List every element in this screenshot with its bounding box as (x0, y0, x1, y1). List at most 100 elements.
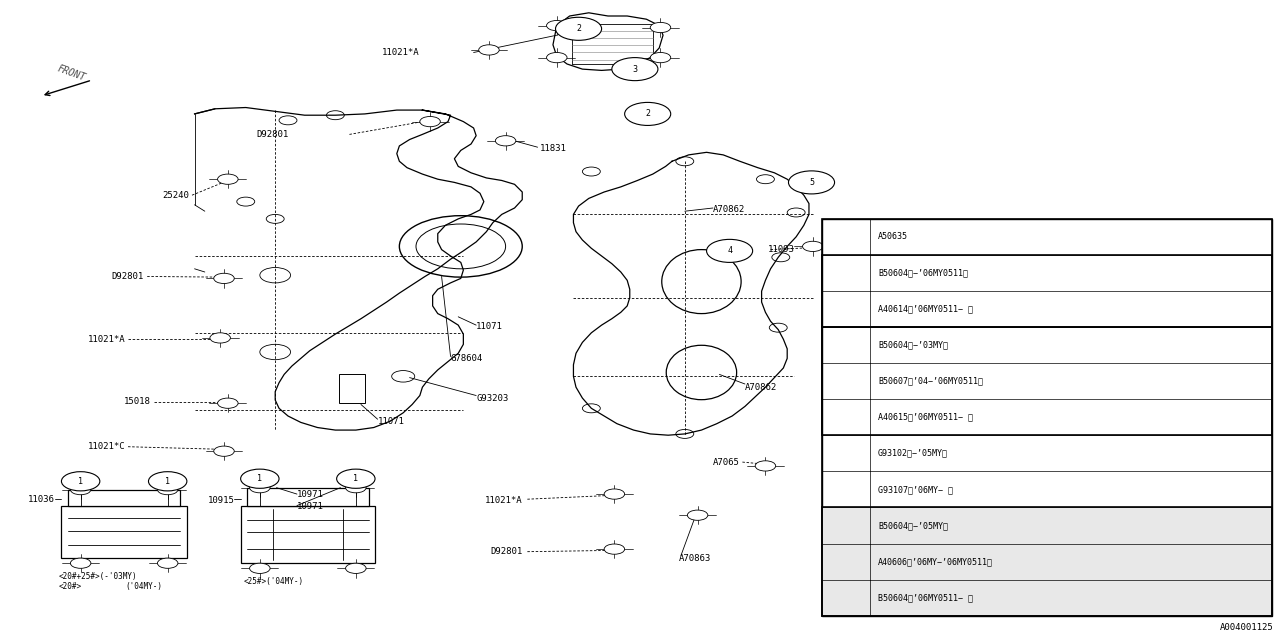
Text: A70862: A70862 (745, 383, 777, 392)
Text: G93102（−’05MY）: G93102（−’05MY） (878, 449, 948, 458)
Text: 2: 2 (844, 305, 849, 314)
Circle shape (687, 510, 708, 520)
Text: 11036: 11036 (28, 495, 55, 504)
Text: <25#>('04MY-): <25#>('04MY-) (243, 577, 303, 586)
Text: D92801: D92801 (256, 130, 288, 139)
Text: B50604（−’06MY0511）: B50604（−’06MY0511） (878, 269, 968, 278)
Circle shape (829, 301, 863, 317)
Text: 10971: 10971 (297, 490, 324, 499)
Circle shape (829, 553, 863, 570)
Text: G93107（’06MY− ）: G93107（’06MY− ） (878, 485, 954, 494)
Bar (822, 219, 1272, 616)
Bar (822, 327, 1272, 435)
Circle shape (547, 52, 567, 63)
Circle shape (218, 398, 238, 408)
Circle shape (420, 116, 440, 127)
Text: 11831: 11831 (540, 144, 567, 153)
Text: 15018: 15018 (124, 397, 151, 406)
Text: 5: 5 (844, 557, 849, 566)
Text: 4: 4 (844, 449, 849, 458)
Text: FRONT: FRONT (56, 64, 87, 83)
Circle shape (70, 558, 91, 568)
Circle shape (241, 469, 279, 488)
Text: B50604（’06MY0511− ）: B50604（’06MY0511− ） (878, 593, 973, 602)
Text: A70862: A70862 (713, 205, 745, 214)
Circle shape (829, 228, 863, 245)
Text: 1: 1 (844, 232, 849, 241)
Circle shape (755, 461, 776, 471)
Bar (822, 508, 1272, 543)
Text: B50607（’04−’06MY0511）: B50607（’04−’06MY0511） (878, 377, 983, 386)
Text: 1: 1 (78, 477, 83, 486)
Circle shape (650, 22, 671, 33)
Circle shape (829, 445, 863, 461)
Text: 10915: 10915 (207, 496, 234, 505)
Text: A004001125: A004001125 (1220, 623, 1274, 632)
Circle shape (829, 373, 863, 390)
Text: 2: 2 (576, 24, 581, 33)
Text: 1: 1 (257, 474, 262, 483)
Text: 11071: 11071 (476, 322, 503, 331)
Text: A50635: A50635 (878, 232, 908, 241)
Text: 25240: 25240 (163, 191, 189, 200)
Bar (822, 255, 1272, 327)
Bar (822, 543, 1272, 580)
Text: 11021*A: 11021*A (88, 335, 125, 344)
Bar (68, 490, 180, 506)
Circle shape (495, 136, 516, 146)
Circle shape (157, 558, 178, 568)
Text: A7065: A7065 (713, 458, 740, 467)
Bar (822, 580, 1272, 616)
Text: <20#+25#>(-'03MY): <20#+25#>(-'03MY) (59, 572, 137, 580)
Circle shape (547, 20, 567, 31)
Text: G78604: G78604 (451, 354, 483, 363)
Circle shape (346, 483, 366, 493)
Circle shape (707, 239, 753, 262)
Circle shape (625, 102, 671, 125)
Circle shape (556, 17, 602, 40)
Circle shape (479, 45, 499, 55)
Bar (822, 219, 1272, 616)
Text: 3: 3 (844, 377, 849, 386)
Bar (61, 506, 187, 558)
Text: D92801: D92801 (490, 547, 522, 556)
Circle shape (214, 446, 234, 456)
Text: B50604（−’03MY）: B50604（−’03MY） (878, 340, 948, 349)
Circle shape (61, 472, 100, 491)
Bar (822, 508, 1272, 616)
Circle shape (214, 273, 234, 284)
Circle shape (218, 174, 238, 184)
Text: <20#>: <20#> (59, 582, 82, 591)
Text: ('04MY-): ('04MY-) (125, 582, 163, 591)
Circle shape (250, 563, 270, 573)
Text: 4: 4 (727, 246, 732, 255)
Bar (241, 506, 375, 563)
Circle shape (650, 52, 671, 63)
Text: 5: 5 (809, 178, 814, 187)
Circle shape (604, 544, 625, 554)
Text: 2: 2 (645, 109, 650, 118)
Circle shape (346, 563, 366, 573)
Text: 11021*A: 11021*A (485, 496, 522, 505)
Text: 10971: 10971 (297, 502, 324, 511)
Text: A40606（’06MY−’06MY0511）: A40606（’06MY−’06MY0511） (878, 557, 993, 566)
Text: 11071: 11071 (378, 417, 404, 426)
Circle shape (803, 241, 823, 252)
Circle shape (612, 58, 658, 81)
Bar (247, 488, 369, 506)
Text: 3: 3 (632, 65, 637, 74)
Circle shape (210, 333, 230, 343)
Text: 11021*C: 11021*C (88, 442, 125, 451)
Circle shape (788, 171, 835, 194)
Text: 1: 1 (165, 477, 170, 486)
Circle shape (250, 483, 270, 493)
Circle shape (148, 472, 187, 491)
Text: 1: 1 (353, 474, 358, 483)
Text: 11093: 11093 (768, 245, 795, 254)
Text: A40614（’06MY0511− ）: A40614（’06MY0511− ） (878, 305, 973, 314)
Text: A70863: A70863 (678, 554, 710, 563)
Bar (339, 374, 365, 403)
Circle shape (337, 469, 375, 488)
Circle shape (604, 489, 625, 499)
Text: A40615（’06MY0511− ）: A40615（’06MY0511− ） (878, 413, 973, 422)
